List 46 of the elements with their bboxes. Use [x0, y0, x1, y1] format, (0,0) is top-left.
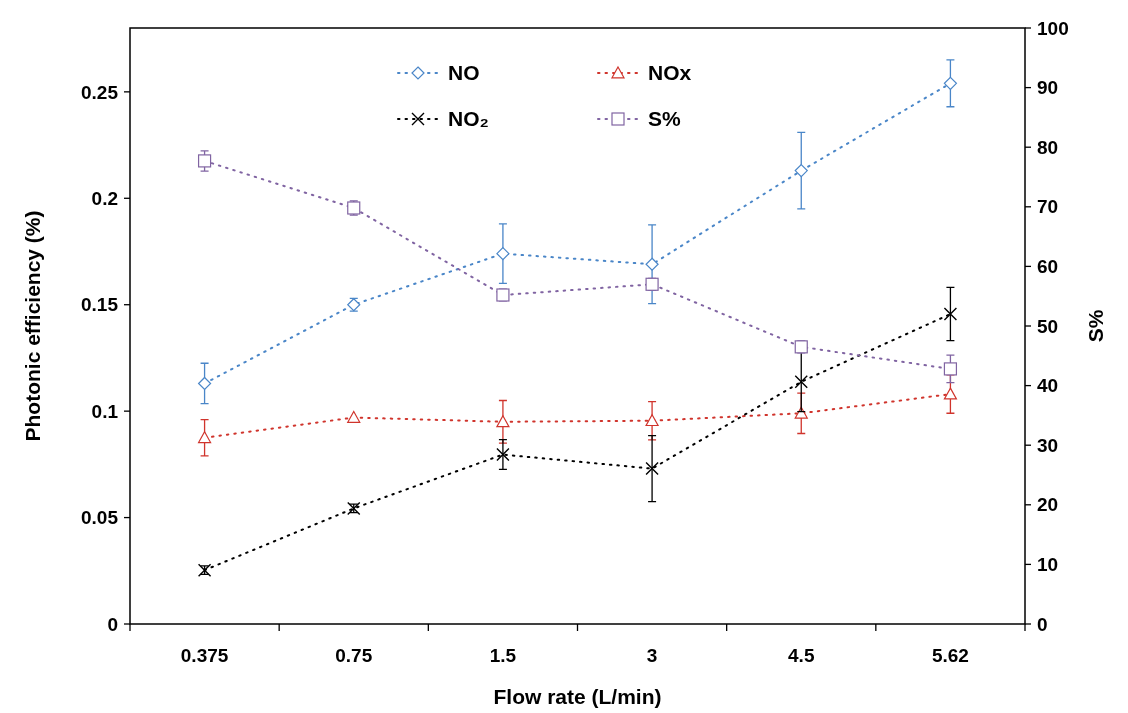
y2-tick-label: 50 — [1037, 315, 1059, 337]
point — [943, 76, 958, 90]
point — [943, 307, 958, 321]
x-tick-label: 5.62 — [931, 645, 969, 666]
y2-tick-label: 20 — [1037, 494, 1059, 516]
point — [197, 431, 212, 444]
point — [943, 362, 958, 376]
point — [347, 410, 361, 423]
legend-label: NO₂ — [448, 107, 489, 131]
y2-tick-label: 100 — [1037, 17, 1069, 39]
point — [496, 415, 510, 428]
y2-tick-label: 90 — [1037, 77, 1059, 99]
y2-tick-label: 0 — [1037, 613, 1048, 635]
y-tick-label: 0.05 — [81, 507, 119, 529]
y-axis-title: Photonic efficiency (%) — [21, 210, 44, 442]
y2-tick-label: 70 — [1037, 196, 1059, 218]
point — [496, 447, 510, 462]
x-tick-label: 1.5 — [489, 645, 517, 666]
legend-label: S% — [648, 107, 682, 131]
x-tick-label: 4.5 — [788, 645, 815, 666]
y2-tick-label: 60 — [1037, 256, 1059, 278]
y2-tick-label: 30 — [1037, 434, 1059, 456]
point — [645, 461, 659, 476]
y-tick-label: 0 — [107, 613, 118, 635]
point — [794, 164, 808, 178]
point — [645, 414, 659, 427]
y2-tick-label: 80 — [1037, 136, 1059, 158]
y-tick-label: 0.2 — [91, 187, 118, 209]
y2-tick-label: 10 — [1037, 554, 1059, 576]
x-tick-label: 0.375 — [180, 645, 229, 666]
point — [794, 375, 808, 389]
x-tick-label: 3 — [646, 645, 658, 666]
point — [496, 247, 510, 261]
point — [197, 376, 212, 391]
point — [943, 387, 958, 400]
y-tick-label: 0.15 — [81, 294, 119, 316]
point — [645, 257, 659, 271]
y-tick-label: 0.1 — [91, 400, 119, 422]
point — [197, 154, 212, 168]
x-tick-label: 0.75 — [335, 645, 373, 666]
y-tick-label: 0.25 — [81, 81, 119, 103]
legend-label: NO — [448, 61, 480, 85]
y2-axis-title: S% — [1084, 309, 1107, 343]
legend-label: NOx — [648, 61, 692, 85]
y2-tick-label: 40 — [1037, 375, 1059, 397]
x-axis-title: Flow rate (L/min) — [493, 685, 662, 708]
